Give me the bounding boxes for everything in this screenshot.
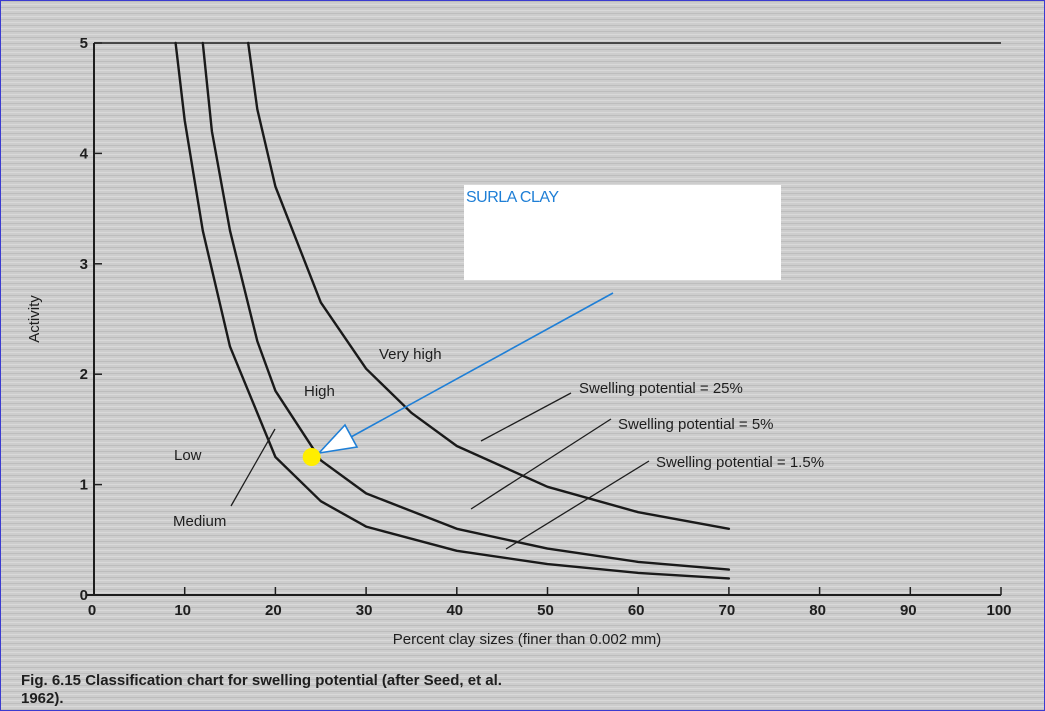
y-tick-label-3: 3 bbox=[80, 256, 88, 273]
y-tick-label-4: 4 bbox=[80, 145, 89, 162]
callout-arrow-head bbox=[316, 423, 359, 455]
y-tick-label-0: 0 bbox=[80, 587, 88, 604]
x-tick-labels: 0 10 20 30 40 50 60 70 80 90 100 bbox=[88, 602, 1012, 619]
y-tick-label-5: 5 bbox=[80, 35, 88, 52]
x-tick-label-50: 50 bbox=[537, 602, 554, 619]
plot-frame bbox=[86, 42, 1001, 596]
x-tick-label-60: 60 bbox=[628, 602, 645, 619]
region-label-high: High bbox=[304, 383, 335, 400]
x-tick-label-30: 30 bbox=[356, 602, 373, 619]
surla-clay-point bbox=[302, 448, 321, 466]
x-tick-label-100: 100 bbox=[986, 602, 1011, 619]
y-tick-label-1: 1 bbox=[80, 477, 88, 494]
surla-clay-callout-box: SURLA CLAY bbox=[464, 185, 781, 280]
y-axis-title: Activity bbox=[26, 295, 43, 343]
x-axis-title: Percent clay sizes (finer than 0.002 mm) bbox=[393, 631, 661, 648]
region-label-medium: Medium bbox=[173, 513, 226, 530]
y-tick-labels: 0 1 2 3 4 5 bbox=[80, 35, 89, 604]
series-line-swelling-1-5 bbox=[174, 41, 731, 580]
x-tick-label-10: 10 bbox=[174, 602, 191, 619]
x-tick-label-80: 80 bbox=[809, 602, 826, 619]
x-tick-label-70: 70 bbox=[719, 602, 736, 619]
region-label-very-high: Very high bbox=[379, 346, 442, 363]
legend-label-5: Swelling potential = 5% bbox=[618, 416, 774, 433]
figure-caption-line-2: 1962). bbox=[21, 690, 64, 707]
series-line-swelling-5 bbox=[201, 41, 731, 571]
series-layer bbox=[174, 41, 731, 580]
y-tick-marks bbox=[94, 42, 102, 596]
legend-label-25: Swelling potential = 25% bbox=[579, 380, 743, 397]
legend-label-1-5: Swelling potential = 1.5% bbox=[656, 454, 824, 471]
x-tick-label-90: 90 bbox=[900, 602, 917, 619]
x-tick-label-0: 0 bbox=[88, 602, 96, 619]
surla-clay-label: SURLA CLAY bbox=[466, 189, 559, 206]
series-line-swelling-25 bbox=[247, 41, 731, 530]
x-tick-label-40: 40 bbox=[446, 602, 463, 619]
figure-caption-line-1: Fig. 6.15 Classification chart for swell… bbox=[21, 672, 502, 689]
callout-arrow-line bbox=[330, 292, 614, 449]
leader-lines bbox=[230, 392, 650, 550]
y-tick-label-2: 2 bbox=[80, 366, 88, 383]
region-label-low: Low bbox=[174, 447, 202, 464]
x-tick-marks bbox=[93, 587, 1002, 595]
x-tick-label-20: 20 bbox=[265, 602, 282, 619]
